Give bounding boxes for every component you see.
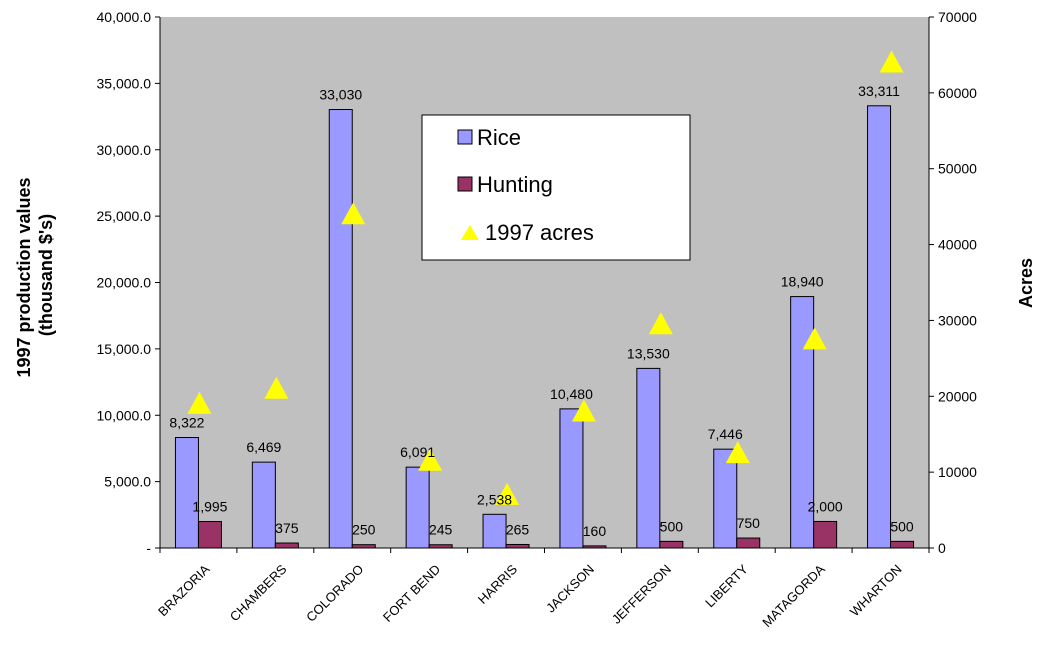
data-labels: 8,322 1,995 6,469 375 33,030 250 6,091 245 2,538… (169, 83, 914, 539)
right-tick-label: 60000 (938, 85, 977, 101)
hunting-data-label: 250 (352, 522, 376, 538)
rice-bar (713, 448, 738, 549)
right-tick-label: 20000 (938, 388, 977, 404)
rice-bar (559, 408, 584, 549)
acres-marker (264, 376, 289, 399)
right-tick-label: 0 (938, 540, 946, 556)
right-tick-label: 10000 (938, 464, 977, 480)
rice-bar (482, 513, 507, 549)
rice-data-label: 8,322 (169, 415, 204, 431)
category-label: LIBERTY (702, 561, 751, 610)
hunting-bar (505, 543, 530, 549)
rice-data-label: 6,091 (400, 444, 435, 460)
legend-label-acres: 1997 acres (485, 220, 594, 245)
acres-marker (725, 441, 750, 464)
rice-data-label: 6,469 (246, 439, 281, 455)
rice-data-label: 33,311 (858, 83, 900, 99)
rice-bar (174, 437, 199, 549)
hunting-bar (197, 521, 222, 549)
legend-swatch-hunting (457, 176, 473, 192)
acres-marker (341, 202, 366, 225)
category-label: JACKSON (543, 562, 597, 616)
right-tick-label: 30000 (938, 312, 977, 328)
acres-marker (187, 391, 212, 414)
y2-axis-title: Acres (1016, 258, 1036, 308)
rice-bar (251, 461, 276, 549)
category-labels: BRAZORIA CHAMBERS COLORADO FORT BEND HARRIS J… (155, 548, 930, 630)
left-tick-label: 35,000.0 (97, 75, 152, 91)
rice-data-label: 10,480 (550, 386, 593, 402)
left-tick-label: - (146, 540, 151, 556)
rice-bar (405, 466, 430, 549)
hunting-data-label: 2,000 (808, 498, 843, 514)
legend-label-rice: Rice (477, 125, 521, 150)
category-label: CHAMBERS (227, 561, 290, 624)
hunting-data-label: 375 (275, 520, 299, 536)
left-tick-label: 30,000.0 (97, 142, 152, 158)
rice-data-label: 7,446 (708, 426, 743, 442)
rice-data-label: 18,940 (781, 274, 824, 290)
legend: Rice Hunting 1997 acres (421, 114, 691, 261)
right-axis-ticks: 0 10000 20000 30000 40000 50000 60000 70000 (929, 9, 977, 556)
hunting-data-label: 1,995 (192, 499, 227, 515)
hunting-data-label: 245 (429, 522, 453, 538)
left-tick-label: 20,000.0 (97, 275, 152, 291)
hunting-data-label: 750 (737, 515, 761, 531)
legend-swatch-acres (461, 225, 479, 240)
hunting-data-label: 500 (890, 518, 914, 534)
rice-bar (328, 109, 353, 549)
right-tick-label: 70000 (938, 9, 977, 25)
category-label: JEFFERSON (609, 562, 674, 627)
category-label: BRAZORIA (155, 561, 213, 619)
acres-marker (571, 399, 596, 422)
category-label: FORT BEND (380, 562, 443, 625)
hunting-data-label: 160 (583, 523, 607, 539)
acres-marker (802, 327, 827, 350)
rice-data-label: 13,530 (627, 345, 670, 361)
acres-marker (418, 448, 443, 471)
hunting-bar (813, 520, 838, 549)
legend-label-hunting: Hunting (477, 172, 553, 197)
hunting-data-label: 265 (506, 521, 530, 537)
left-tick-label: 5,000.0 (104, 474, 151, 490)
hunting-bar (659, 540, 684, 549)
hunting-bar (274, 542, 299, 549)
left-tick-label: 10,000.0 (97, 407, 152, 423)
acres-marker (879, 50, 904, 73)
y-axis-title: 1997 production values (thousand $'s) (14, 172, 56, 377)
right-tick-label: 40000 (938, 237, 977, 253)
hunting-bar (736, 537, 761, 549)
rice-bar (867, 105, 892, 549)
hunting-bar (890, 540, 915, 549)
right-tick-label: 50000 (938, 161, 977, 177)
category-label: MATAGORDA (759, 561, 828, 630)
acres-marker (495, 482, 520, 505)
category-label: WHARTON (847, 562, 905, 620)
rice-data-label: 33,030 (319, 87, 362, 103)
acre-markers (187, 50, 904, 505)
left-tick-label: 25,000.0 (97, 208, 152, 224)
category-label: HARRIS (475, 561, 521, 607)
left-tick-label: 15,000.0 (97, 341, 152, 357)
category-label: COLORADO (303, 562, 366, 625)
hunting-data-label: 500 (660, 518, 684, 534)
left-axis-ticks: - 5,000.0 10,000.0 15,000.0 20,000.0 25,000.0… (97, 9, 160, 556)
legend-swatch-rice (457, 129, 473, 145)
rice-bar (636, 367, 661, 549)
rice-data-label: 2,538 (477, 491, 512, 507)
left-tick-label: 40,000.0 (97, 9, 152, 25)
acres-marker (648, 312, 673, 335)
